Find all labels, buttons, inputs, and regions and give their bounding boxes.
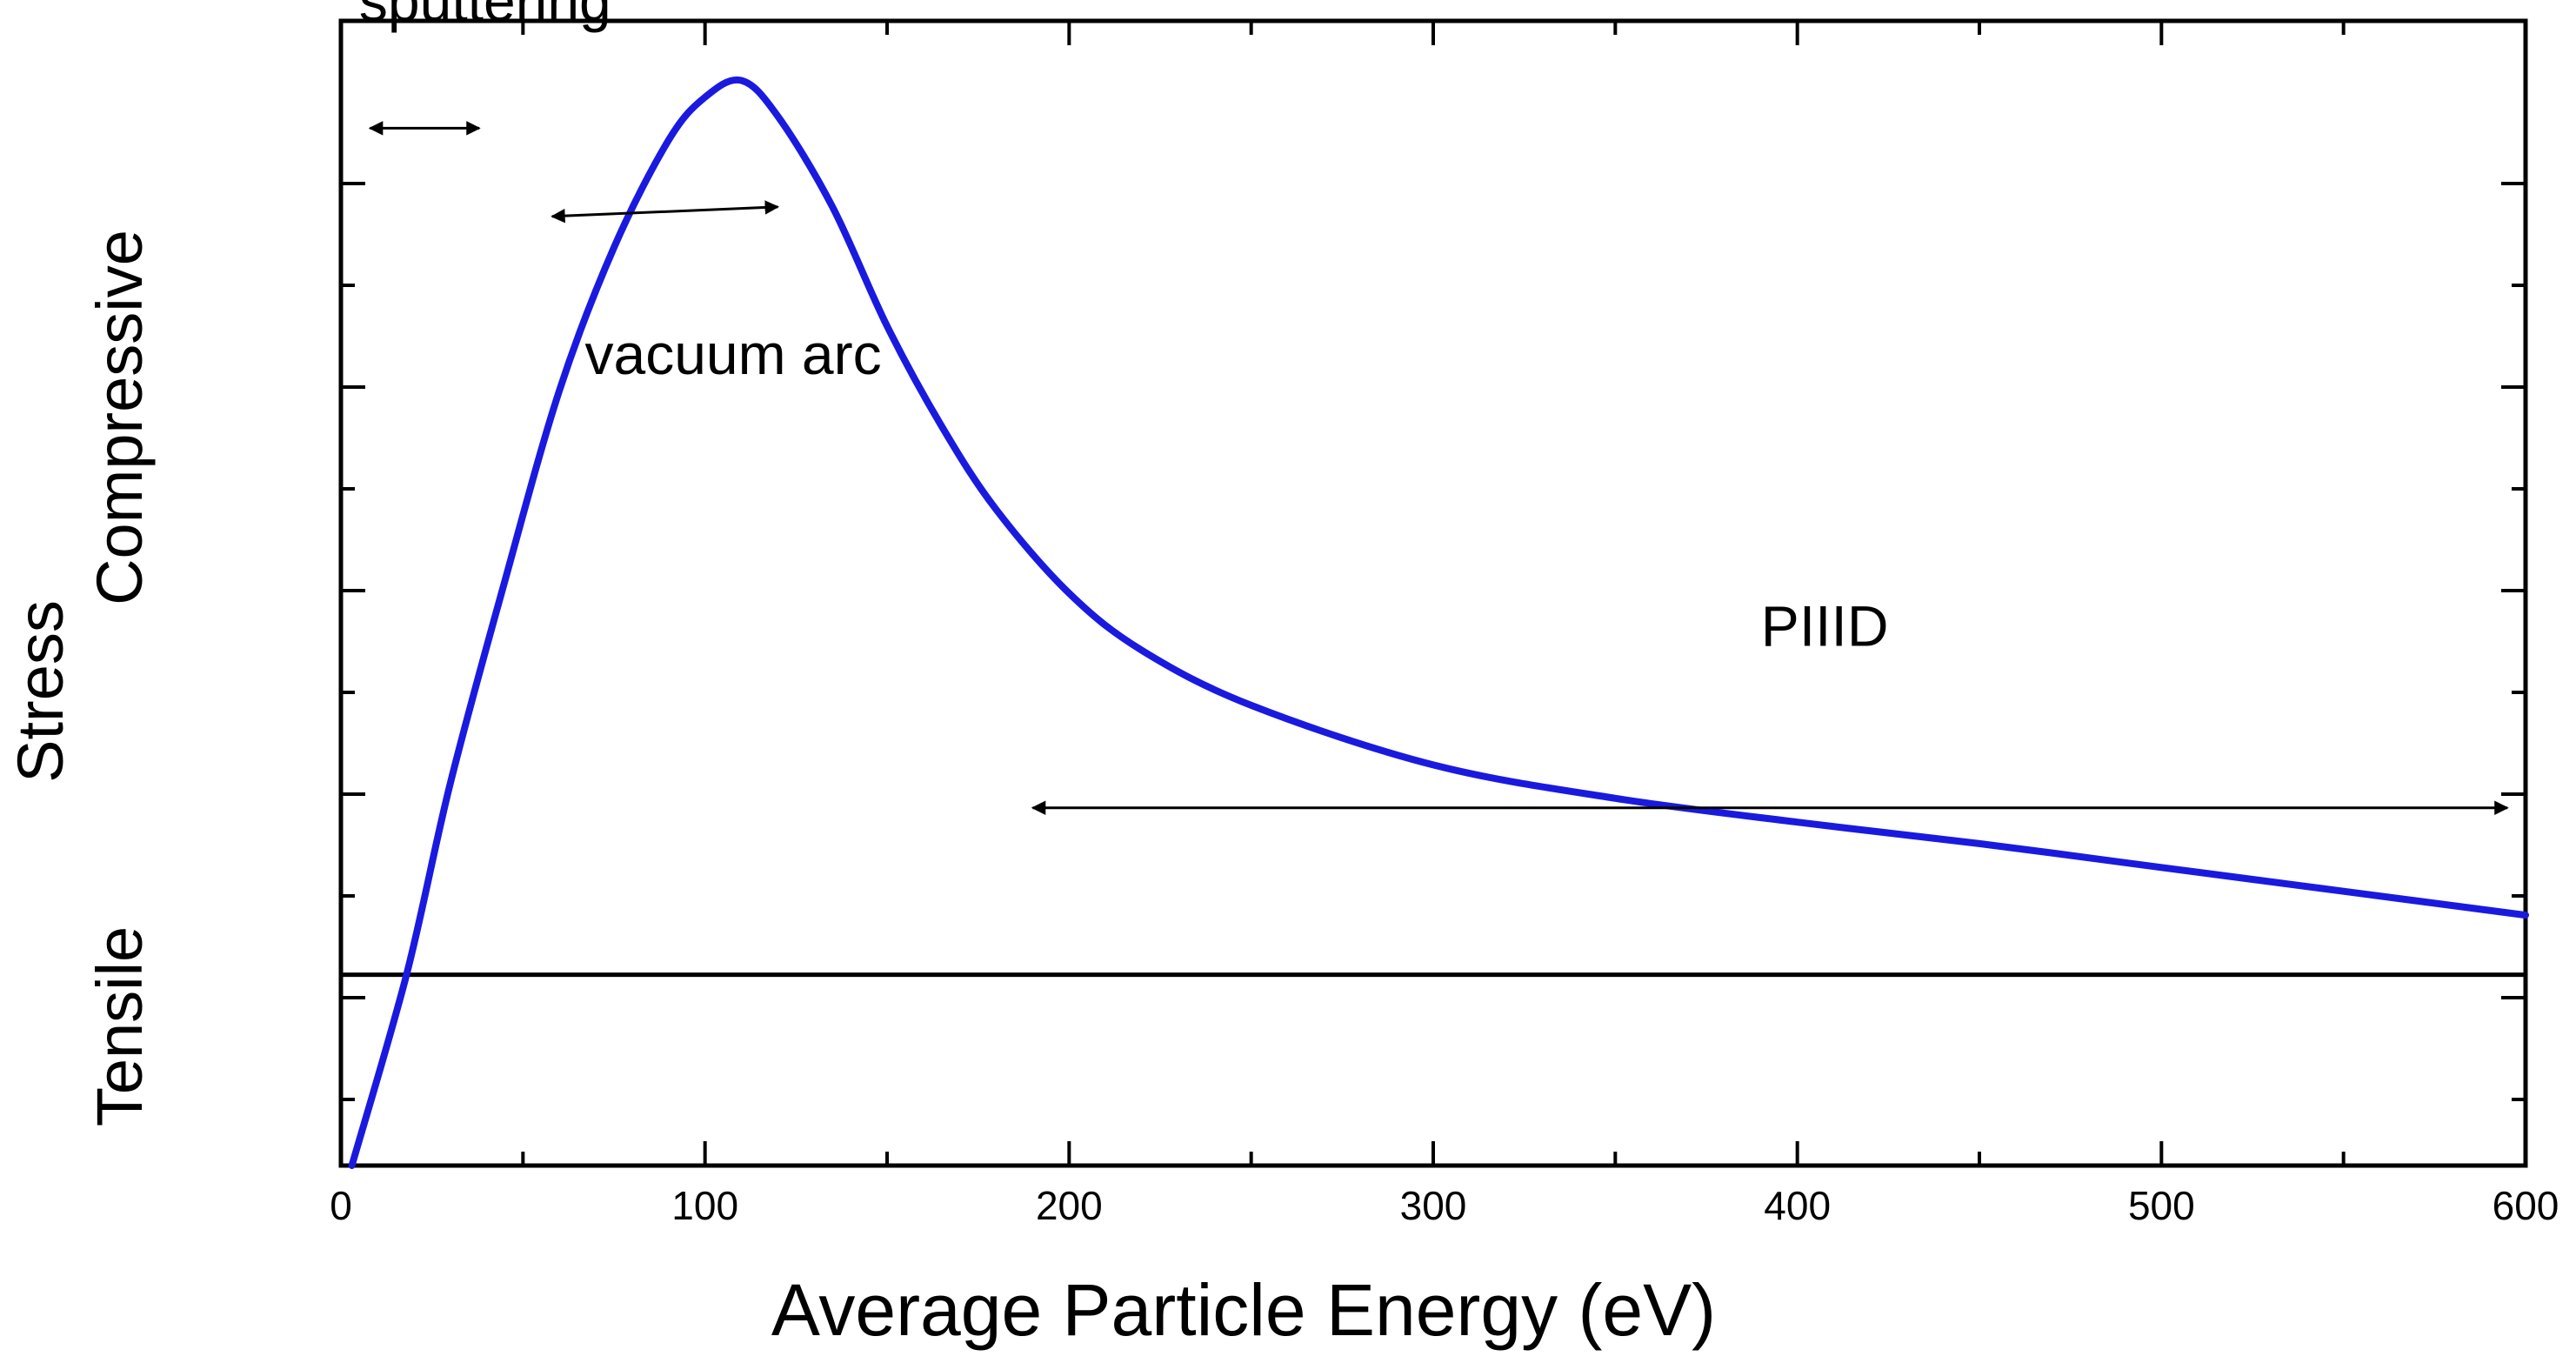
x-tick-label: 100 [671,1183,738,1228]
annotation-vacuum-arc: vacuum arc [585,322,882,386]
y-axis-title-stress: Stress [4,600,77,783]
x-tick-label: 600 [2493,1183,2559,1228]
plot-frame [338,18,2528,1168]
x-tick-label: 300 [1400,1183,1467,1228]
x-tick-label: 500 [2128,1183,2195,1228]
annotation-sputtering: sputtering [359,0,611,33]
x-tick-label: 400 [1764,1183,1831,1228]
y-axis-title-tensile: Tensile [83,926,156,1126]
annotation-piiid: PIIID [1761,593,1889,658]
x-tick-label: 200 [1036,1183,1103,1228]
x-axis-title: Average Particle Energy (eV) [771,1269,1716,1351]
stress-curve [348,76,2529,1169]
x-tick-labels: 0 100 200 300 400 500 600 [330,1183,2559,1228]
x-tick-label: 0 [330,1183,352,1228]
y-axis-title-compressive: Compressive [83,230,156,605]
ticks-layer [339,21,2527,1166]
annotations: magnetron sputtering vacuum arc PIIID [359,0,1889,658]
range-arrows [368,121,2509,815]
range-arrow-vacuum-arc-range [551,200,780,224]
